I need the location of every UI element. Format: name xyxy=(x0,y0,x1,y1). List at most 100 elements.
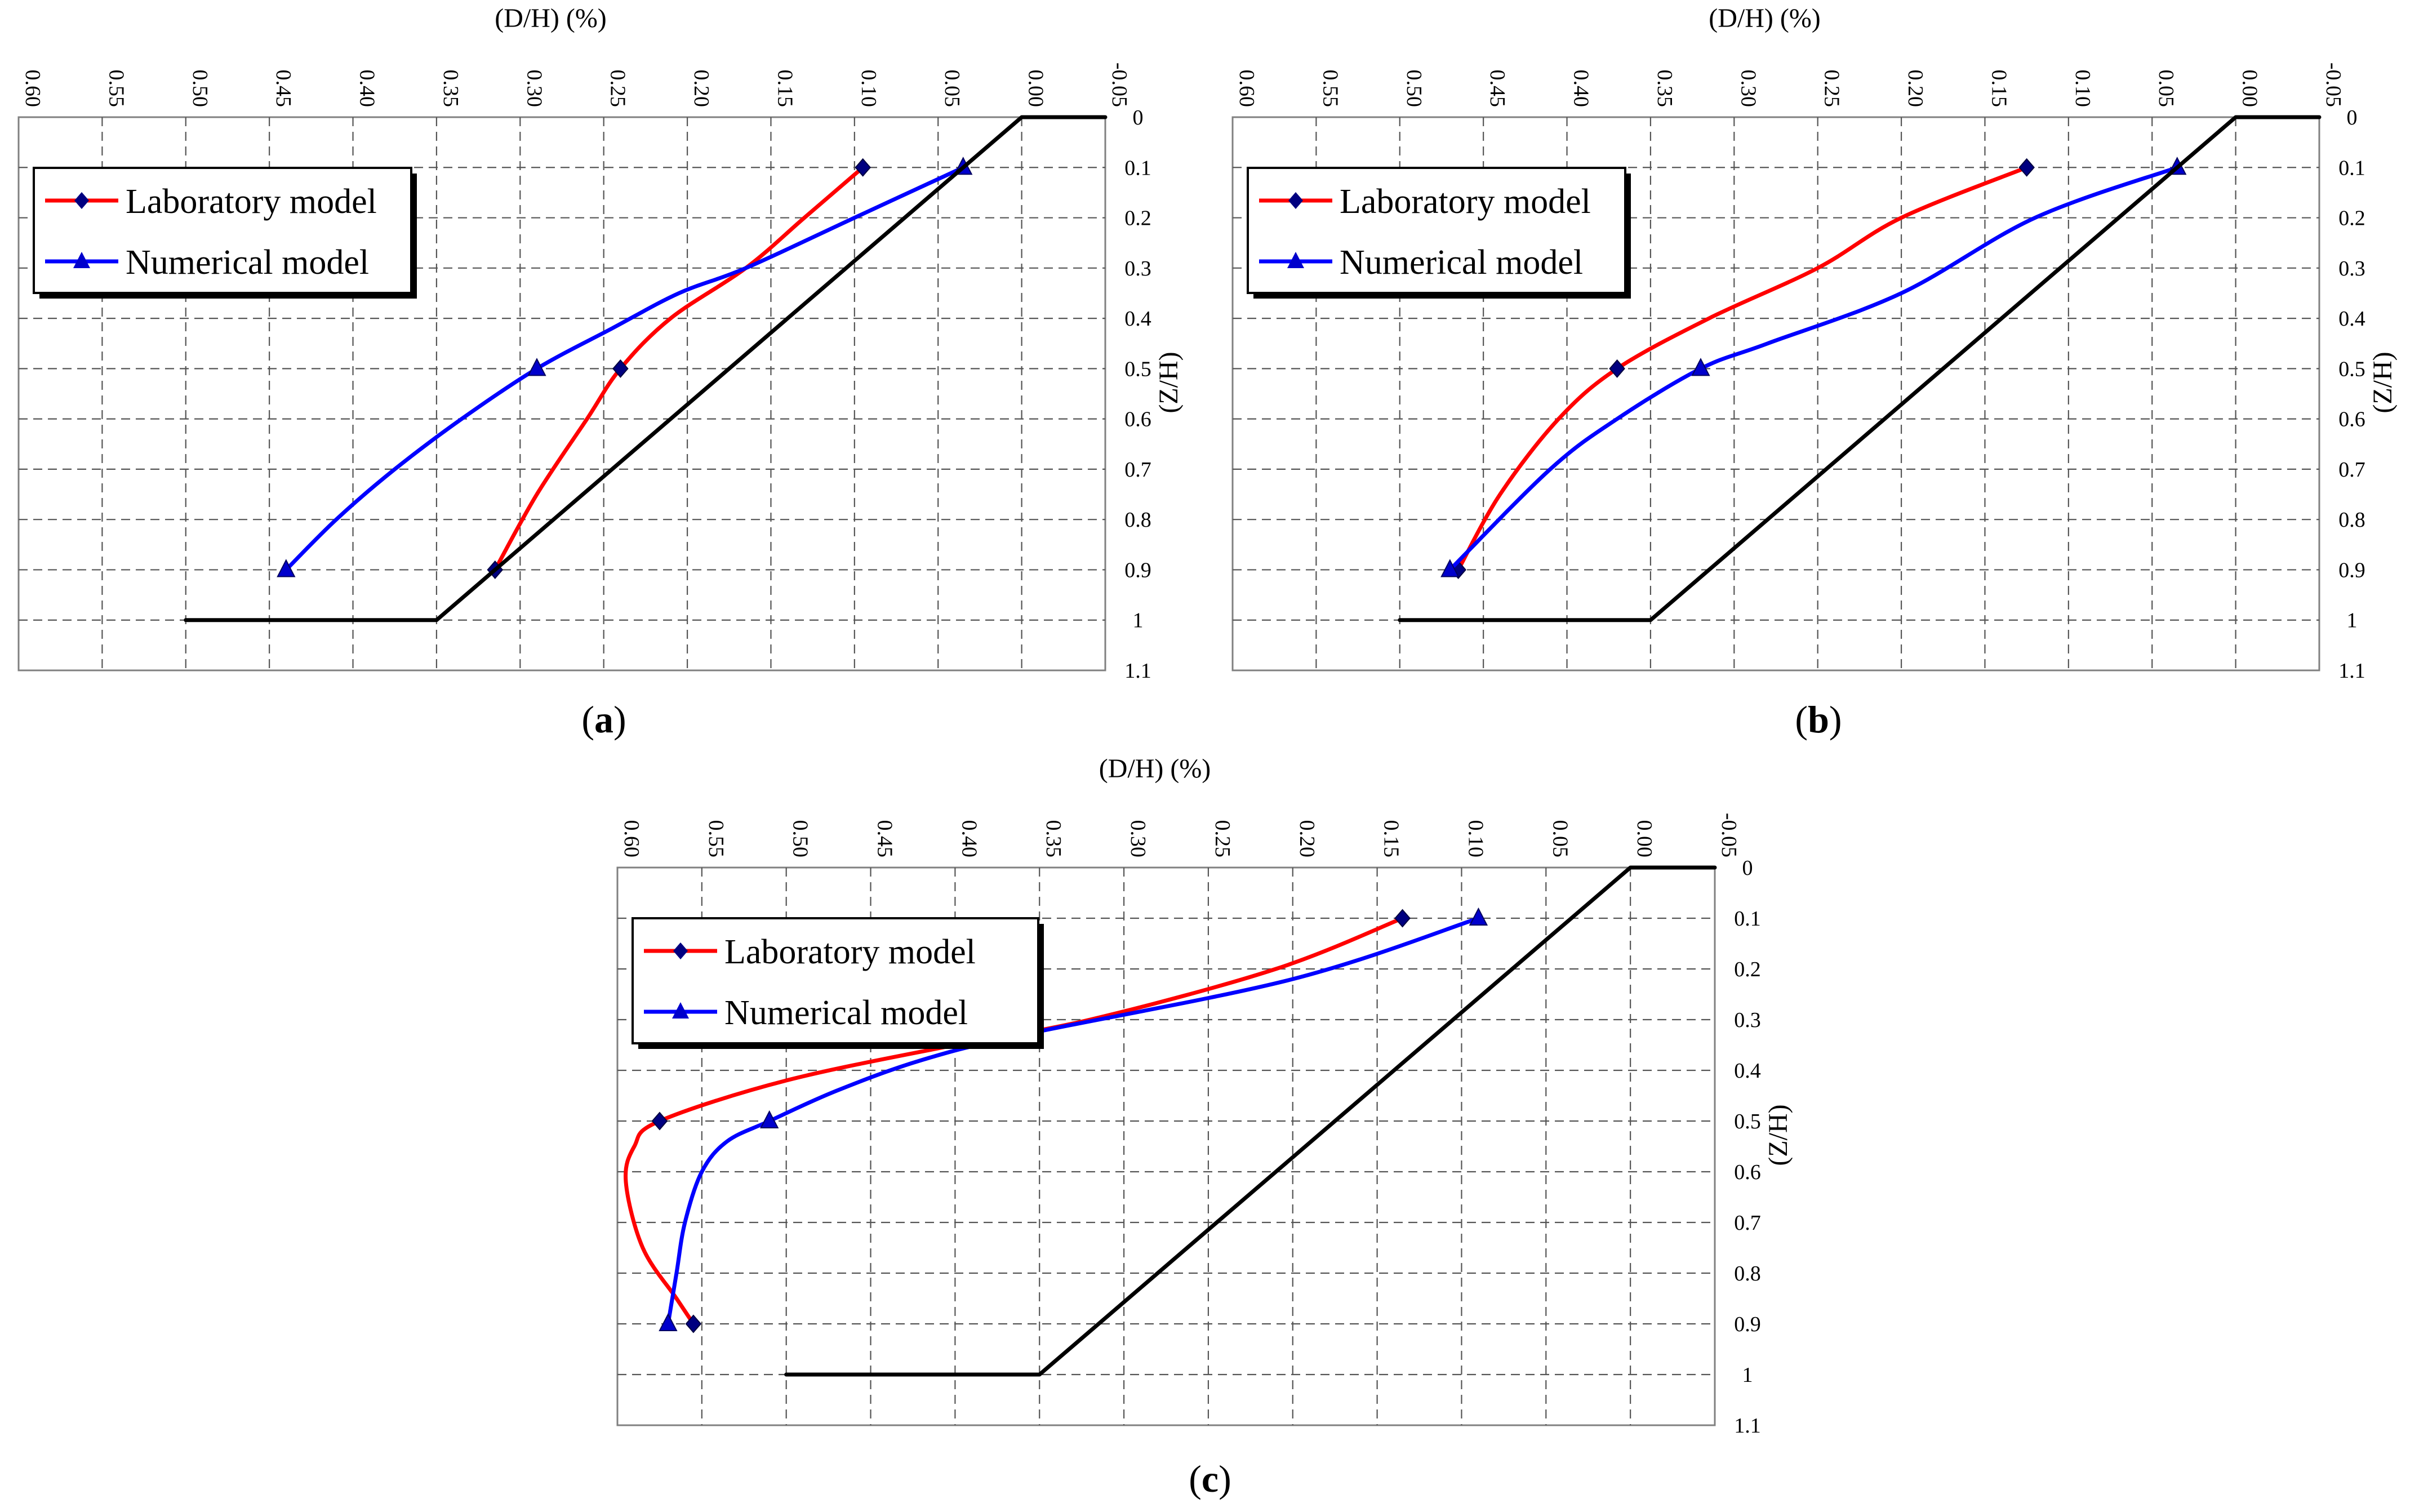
x-tick-label: 0.05 xyxy=(1548,820,1572,858)
y-tick-labels: 0 0.1 0.2 0.3 0.4 0.5 0.6 0.7 0.8 0.9 1 1.1 xyxy=(2338,106,2365,683)
x-tick-labels: 0.60 0.55 0.50 0.45 0.40 0.35 0.30 0.25 0.20 0.15… xyxy=(620,813,1741,857)
data-point-triangle xyxy=(527,358,546,376)
x-tick-label: -0.05 xyxy=(2322,63,2345,107)
x-tick-label: 0.20 xyxy=(1904,70,1927,108)
data-point-diamond xyxy=(855,158,871,177)
y-tick-label: 1 xyxy=(1133,609,1144,633)
series-line xyxy=(784,865,1717,1377)
x-tick-label: 0.30 xyxy=(1126,820,1150,858)
x-tick-label: 0.10 xyxy=(857,70,881,108)
x-tick-label: 0.55 xyxy=(704,820,728,858)
y-tick-label: 0 xyxy=(1133,106,1144,130)
y-tick-label: 0.7 xyxy=(1124,458,1151,482)
x-tick-label: 0.45 xyxy=(1486,70,1509,108)
x-tick-label: 0.60 xyxy=(1235,70,1259,108)
y-tick-label: 0.9 xyxy=(1734,1313,1761,1336)
x-tick-label: 0.20 xyxy=(690,70,713,108)
x-tick-label: 0.25 xyxy=(1211,820,1234,858)
x-tick-label: 0.60 xyxy=(21,70,45,108)
series-profile xyxy=(784,865,1717,1377)
y-tick-label: 0.7 xyxy=(1734,1211,1761,1235)
x-tick-label: 0.50 xyxy=(789,820,812,858)
series-numerical-model xyxy=(277,157,973,577)
x-tick-label: 0.45 xyxy=(873,820,897,858)
data-point-triangle xyxy=(760,1110,779,1128)
y-tick-label: 0.3 xyxy=(1124,257,1151,281)
legend-label: Laboratory model xyxy=(1340,183,1591,221)
x-tick-label: 0.40 xyxy=(355,70,379,108)
y-tick-label: 0.3 xyxy=(1734,1008,1761,1032)
y-tick-label: 0.2 xyxy=(1124,207,1151,230)
series-numerical-model xyxy=(659,907,1488,1331)
series-line xyxy=(1398,115,2322,622)
y-axis-title: (Z/H) xyxy=(1763,1104,1793,1166)
x-tick-labels: 0.60 0.55 0.50 0.45 0.40 0.35 0.30 0.25 0.20 0.15… xyxy=(1235,63,2345,107)
x-tick-label: -0.05 xyxy=(1717,813,1741,857)
caption-letter: b xyxy=(1808,698,1829,741)
legend: Laboratory model Numerical model xyxy=(33,167,417,299)
y-tick-label: 0.2 xyxy=(1734,958,1761,981)
series-line xyxy=(624,916,1405,1326)
caption-open-paren: ( xyxy=(1189,1457,1202,1500)
x-axis-title: (D/H) (%) xyxy=(1709,3,1821,33)
x-tick-label: 0.30 xyxy=(522,70,546,108)
legend-marker-diamond xyxy=(74,192,89,209)
y-tick-label: 0.1 xyxy=(1124,156,1151,180)
caption-open-paren: ( xyxy=(581,698,594,741)
y-tick-label: 0.8 xyxy=(1734,1262,1761,1286)
y-tick-label: 0.3 xyxy=(2338,257,2365,281)
data-point-diamond xyxy=(651,1111,668,1131)
y-axis-title: (Z/H) xyxy=(1154,352,1184,413)
data-point-diamond xyxy=(1609,359,1625,378)
x-tick-label: 0.50 xyxy=(1402,70,1426,108)
x-tick-label: 0.15 xyxy=(773,70,797,108)
legend-label: Laboratory model xyxy=(724,933,976,971)
plot-area xyxy=(17,116,1106,671)
y-tick-label: 0.4 xyxy=(1734,1059,1761,1083)
caption-close-paren: ) xyxy=(1219,1457,1231,1500)
panel-caption: (c) xyxy=(1189,1457,1231,1500)
data-point-triangle xyxy=(1691,358,1710,376)
y-tick-label: 0 xyxy=(1742,856,1753,880)
y-tick-label: 0.7 xyxy=(2338,458,2365,482)
y-tick-label: 0.5 xyxy=(2338,357,2365,381)
y-tick-label: 0.4 xyxy=(1124,307,1151,331)
x-tick-label: 0.10 xyxy=(2071,70,2095,108)
x-tick-label: 0.50 xyxy=(188,70,212,108)
y-tick-label: 0.9 xyxy=(1124,558,1151,582)
x-tick-label: 0.35 xyxy=(1653,70,1677,108)
series-profile xyxy=(1398,115,2322,622)
y-tick-label: 1 xyxy=(1742,1363,1753,1387)
x-tick-label: 0.20 xyxy=(1295,820,1319,858)
x-tick-label: 0.35 xyxy=(439,70,463,108)
legend-marker-diamond xyxy=(1288,192,1303,209)
y-tick-labels: 0 0.1 0.2 0.3 0.4 0.5 0.6 0.7 0.8 0.9 1 1.1 xyxy=(1734,856,1761,1438)
x-tick-label: 0.00 xyxy=(1633,820,1656,858)
x-tick-label: 0.05 xyxy=(2154,70,2178,108)
y-tick-label: 0.6 xyxy=(1734,1160,1761,1184)
data-point-diamond xyxy=(685,1314,702,1333)
x-tick-label: 0.55 xyxy=(1318,70,1342,108)
legend-label: Numerical model xyxy=(1340,243,1583,282)
x-tick-label: 0.55 xyxy=(104,70,128,108)
legend-box xyxy=(1247,167,1626,294)
y-tick-label: 0 xyxy=(2347,106,2358,130)
legend-marker-diamond xyxy=(673,942,688,959)
y-tick-label: 1.1 xyxy=(1734,1414,1761,1438)
panel-caption: (a) xyxy=(581,698,626,741)
legend-marker-triangle xyxy=(672,1002,689,1019)
x-tick-labels: 0.60 0.55 0.50 0.45 0.40 0.35 0.30 0.25 0.20 0.15… xyxy=(21,63,1131,107)
x-tick-label: 0.25 xyxy=(606,70,630,108)
x-tick-label: 0.10 xyxy=(1464,820,1487,858)
y-tick-label: 1 xyxy=(2347,609,2358,633)
y-tick-label: 0.6 xyxy=(1124,408,1151,432)
x-tick-label: 0.30 xyxy=(1736,70,1760,108)
y-tick-label: 0.8 xyxy=(2338,508,2365,532)
data-point-diamond xyxy=(1394,909,1411,928)
series-line xyxy=(1448,165,2180,572)
x-tick-label: 0.45 xyxy=(272,70,295,108)
x-tick-label: 0.40 xyxy=(957,820,981,858)
plot-area xyxy=(616,866,1716,1426)
x-tick-label: 0.00 xyxy=(2238,70,2262,108)
